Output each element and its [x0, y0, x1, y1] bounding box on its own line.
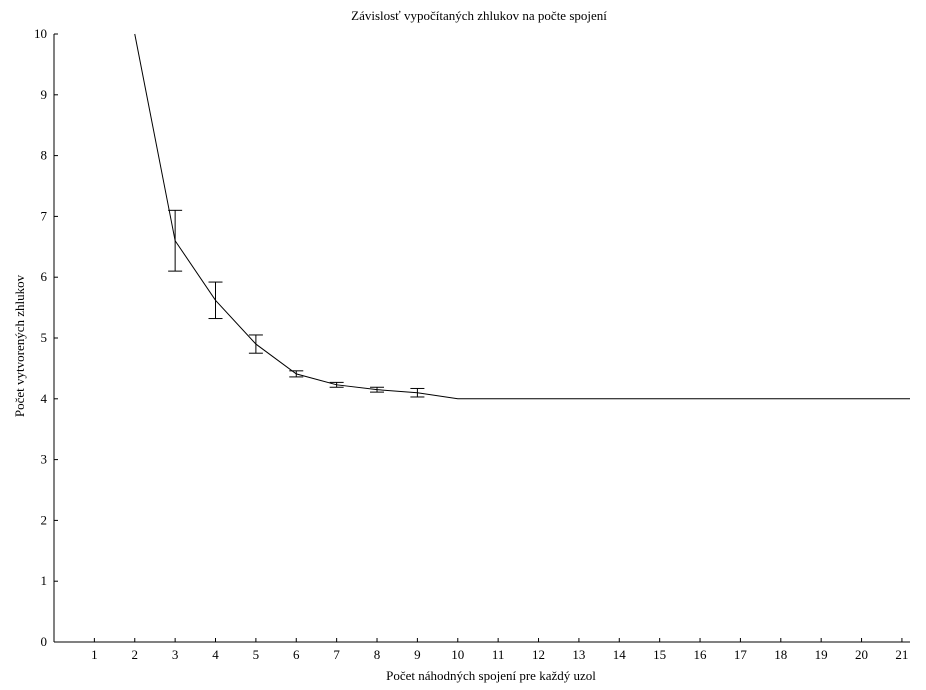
x-tick-label: 11	[492, 647, 505, 662]
x-tick-label: 3	[172, 647, 179, 662]
y-tick-label: 6	[41, 269, 48, 284]
x-tick-label: 9	[414, 647, 421, 662]
y-tick-label: 8	[41, 148, 48, 163]
x-tick-label: 6	[293, 647, 300, 662]
x-tick-label: 15	[653, 647, 666, 662]
x-tick-label: 13	[572, 647, 585, 662]
y-tick-label: 10	[34, 26, 47, 41]
y-tick-label: 2	[41, 512, 48, 527]
series-line	[134, 33, 910, 400]
x-tick-label: 5	[253, 647, 260, 662]
x-tick-label: 2	[132, 647, 139, 662]
x-tick-label: 14	[613, 647, 627, 662]
x-tick-label: 7	[333, 647, 340, 662]
x-tick-label: 8	[374, 647, 381, 662]
y-tick-label: 1	[41, 573, 48, 588]
chart-title: Závislosť vypočítaných zhlukov na počte …	[351, 8, 607, 23]
y-tick-label: 7	[41, 208, 48, 223]
x-tick-label: 18	[774, 647, 787, 662]
y-tick-label: 9	[41, 87, 48, 102]
x-tick-label: 19	[815, 647, 828, 662]
y-axis-label: Počet vytvorených zhlukov	[12, 274, 27, 417]
x-axis-label: Počet náhodných spojení pre každý uzol	[386, 668, 596, 683]
x-tick-label: 20	[855, 647, 868, 662]
x-tick-label: 12	[532, 647, 545, 662]
x-tick-label: 17	[734, 647, 748, 662]
y-tick-label: 4	[41, 391, 48, 406]
x-tick-label: 16	[694, 647, 708, 662]
y-tick-label: 3	[41, 452, 48, 467]
x-tick-label: 10	[451, 647, 464, 662]
y-tick-label: 0	[41, 634, 48, 649]
x-tick-label: 1	[91, 647, 98, 662]
y-tick-label: 5	[41, 330, 48, 345]
x-tick-label: 21	[895, 647, 908, 662]
x-tick-label: 4	[212, 647, 219, 662]
